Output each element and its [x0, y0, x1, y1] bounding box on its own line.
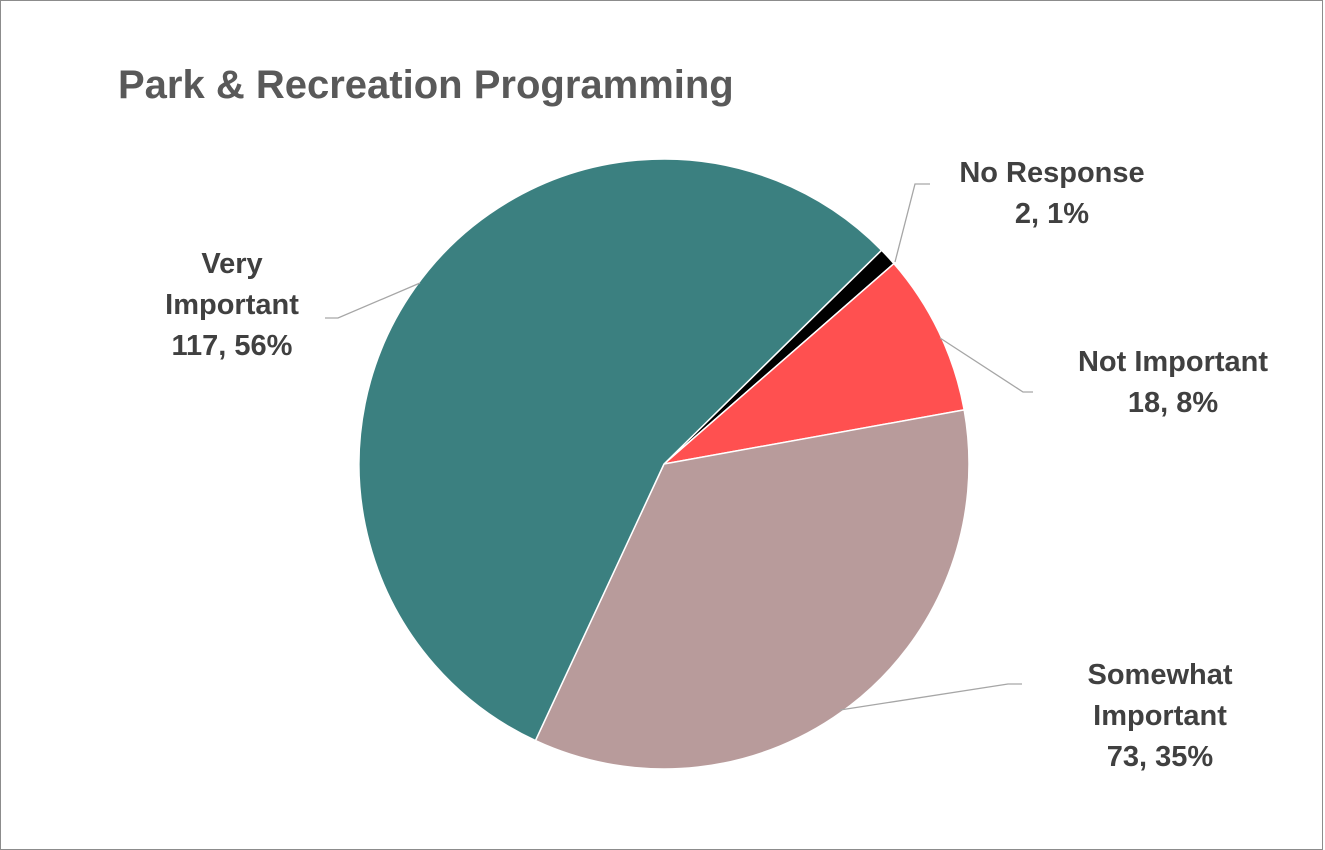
leader-lines [325, 183, 1033, 711]
slice-label: No Response 2, 1% [959, 157, 1144, 230]
slice-label-line: 73, 35% [1107, 741, 1214, 773]
slice-label: Very Important 117, 56% [165, 248, 299, 362]
pie-slices [358, 158, 970, 770]
leader-line [839, 683, 1022, 711]
pie-slice-not-important [663, 262, 965, 465]
slice-label-line: Somewhat [1087, 659, 1232, 691]
slice-label: Somewhat Important 73, 35% [1087, 659, 1232, 773]
slice-label-line: Very [201, 248, 262, 280]
slice-label-line: Not Important [1078, 346, 1268, 378]
slice-label-line: Important [1093, 700, 1227, 732]
chart-title: Park & Recreation Programming [118, 63, 734, 107]
slice-label: Not Important 18, 8% [1078, 346, 1268, 419]
slice-label-line: No Response [959, 157, 1144, 189]
leader-line [325, 282, 421, 319]
pie-slice-very-important [358, 158, 883, 742]
slice-label-line: Important [165, 289, 299, 321]
slice-label-line: 2, 1% [1015, 198, 1089, 230]
slice-labels: No Response 2, 1% Not Important 18, 8% Somew… [165, 157, 1268, 773]
slice-label-line: 18, 8% [1128, 387, 1218, 419]
slice-label-line: 117, 56% [172, 330, 293, 362]
pie-slice-somewhat-important [534, 409, 970, 770]
leader-line [894, 183, 930, 263]
leader-line [939, 337, 1033, 393]
